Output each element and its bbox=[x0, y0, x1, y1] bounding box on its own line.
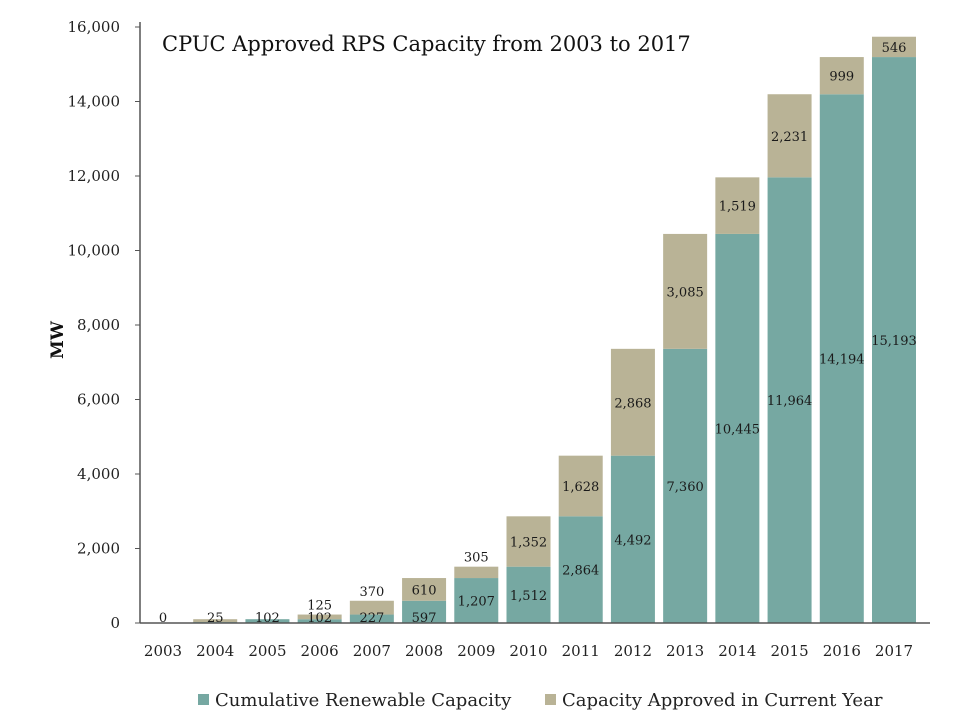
y-tick-label: 6,000 bbox=[77, 391, 120, 409]
bar-cumulative-2005 bbox=[245, 619, 290, 623]
y-tick-label: 14,000 bbox=[68, 93, 121, 111]
data-label-cumulative: 4,492 bbox=[614, 533, 651, 548]
data-label-approved: 1,628 bbox=[562, 480, 599, 495]
bar-cumulative-2016 bbox=[819, 94, 864, 623]
x-axis: 2003 2004 2005 2006 2007 2008 2009 2010 2011 2012… bbox=[144, 642, 913, 660]
bar-approved-2014 bbox=[715, 177, 760, 234]
x-tick-label: 2004 bbox=[196, 642, 234, 660]
x-tick-label: 2003 bbox=[144, 642, 182, 660]
bar-cumulative-2007 bbox=[349, 614, 394, 623]
bar-cumulative-2008 bbox=[402, 600, 447, 623]
x-tick-label: 2013 bbox=[666, 642, 704, 660]
data-label-approved: 1,519 bbox=[719, 200, 756, 215]
x-tick-label: 2016 bbox=[823, 642, 861, 660]
x-tick-label: 2005 bbox=[248, 642, 286, 660]
bar-cumulative-2012 bbox=[610, 455, 655, 623]
x-tick-label: 2014 bbox=[718, 642, 756, 660]
y-tick-label: 10,000 bbox=[68, 242, 121, 260]
data-label-approved: 610 bbox=[412, 583, 437, 598]
bar-cumulative-2014 bbox=[715, 233, 760, 623]
y-tick-label: 2,000 bbox=[77, 540, 120, 558]
bar-approved-2011 bbox=[558, 455, 603, 517]
x-tick-label: 2017 bbox=[875, 642, 913, 660]
legend-swatch-1 bbox=[545, 694, 556, 705]
bar-approved-2009 bbox=[454, 566, 499, 579]
bar-cumulative-2006 bbox=[297, 619, 342, 623]
data-label-approved: 125 bbox=[307, 599, 332, 614]
chart-title: CPUC Approved RPS Capacity from 2003 to … bbox=[162, 32, 691, 56]
data-label-approved: 2,868 bbox=[614, 396, 651, 411]
data-label-cumulative: 2,864 bbox=[562, 564, 599, 579]
data-label-approved: 1,352 bbox=[510, 535, 547, 550]
x-tick-label: 2015 bbox=[770, 642, 808, 660]
legend: Cumulative Renewable Capacity Capacity Ap… bbox=[198, 690, 883, 711]
data-label-approved: 2,231 bbox=[771, 130, 808, 145]
data-label-cumulative: 7,360 bbox=[667, 480, 704, 495]
data-label-approved: 999 bbox=[829, 70, 854, 85]
legend-label-1: Capacity Approved in Current Year bbox=[562, 690, 883, 711]
y-axis-label: MW bbox=[48, 320, 68, 359]
x-tick-label: 2007 bbox=[353, 642, 391, 660]
data-label-cumulative: 15,193 bbox=[871, 334, 917, 349]
data-label-approved: 370 bbox=[359, 585, 384, 600]
x-tick-label: 2009 bbox=[457, 642, 495, 660]
data-label-cumulative: 1,207 bbox=[458, 595, 495, 610]
bar-approved-2010 bbox=[506, 516, 551, 567]
y-tick-label: 4,000 bbox=[77, 465, 120, 483]
x-tick-label: 2011 bbox=[562, 642, 600, 660]
bar-cumulative-2013 bbox=[663, 348, 708, 623]
y-tick-label: 0 bbox=[110, 614, 120, 632]
bar-approved-2006 bbox=[297, 614, 342, 620]
bar-cumulative-2010 bbox=[506, 566, 551, 623]
data-label-cumulative: 10,445 bbox=[715, 422, 761, 437]
x-tick-label: 2012 bbox=[614, 642, 652, 660]
data-label-cumulative: 11,964 bbox=[767, 394, 813, 409]
bars: 0 25 102 1021252273705976101,2073051,5121,3… bbox=[159, 36, 917, 626]
bar-approved-2015 bbox=[767, 94, 812, 178]
legend-label-0: Cumulative Renewable Capacity bbox=[215, 690, 512, 711]
y-tick-label: 12,000 bbox=[68, 167, 121, 185]
bar-cumulative-2009 bbox=[454, 578, 499, 623]
data-label-approved: 546 bbox=[882, 41, 907, 56]
y-tick-label: 8,000 bbox=[77, 316, 120, 334]
bar-approved-2008 bbox=[402, 578, 447, 601]
data-label-cumulative: 1,512 bbox=[510, 589, 547, 604]
bar-cumulative-2011 bbox=[558, 516, 603, 623]
data-label-cumulative: 0 bbox=[159, 611, 167, 626]
data-label-cumulative: 14,194 bbox=[819, 353, 865, 368]
data-label-approved: 305 bbox=[464, 551, 489, 566]
y-axis: 0 2,000 4,000 6,000 8,000 10,000 12,000 14,000 1… bbox=[68, 18, 140, 632]
bar-cumulative-2015 bbox=[767, 177, 812, 623]
bar-approved-2016 bbox=[819, 57, 864, 95]
bar-approved-2013 bbox=[663, 233, 708, 349]
legend-swatch-0 bbox=[198, 694, 209, 705]
bar-approved-2012 bbox=[610, 348, 655, 456]
bar-approved-2004 bbox=[193, 619, 238, 623]
data-label-approved: 3,085 bbox=[667, 285, 704, 300]
bar-approved-2007 bbox=[349, 600, 394, 615]
bar-cumulative-2017 bbox=[872, 57, 916, 624]
x-tick-label: 2008 bbox=[405, 642, 443, 660]
x-tick-label: 2010 bbox=[509, 642, 547, 660]
y-tick-label: 16,000 bbox=[68, 18, 121, 36]
x-tick-label: 2006 bbox=[301, 642, 339, 660]
bar-approved-2017 bbox=[872, 36, 916, 58]
